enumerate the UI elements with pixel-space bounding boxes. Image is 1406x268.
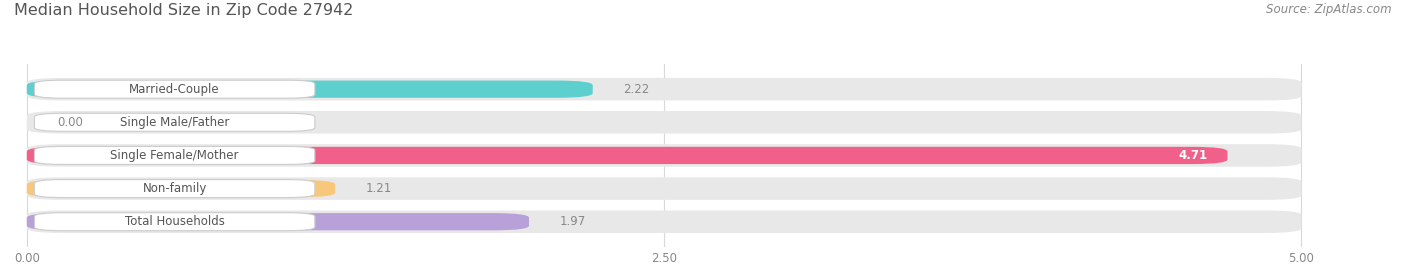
Text: 0.00: 0.00 <box>58 116 83 129</box>
Text: Single Male/Father: Single Male/Father <box>120 116 229 129</box>
FancyBboxPatch shape <box>35 113 315 131</box>
FancyBboxPatch shape <box>35 146 315 165</box>
FancyBboxPatch shape <box>27 180 335 197</box>
Text: 2.22: 2.22 <box>623 83 650 96</box>
FancyBboxPatch shape <box>27 81 593 98</box>
FancyBboxPatch shape <box>27 147 1227 164</box>
FancyBboxPatch shape <box>27 111 1302 133</box>
FancyBboxPatch shape <box>35 80 315 98</box>
Text: Single Female/Mother: Single Female/Mother <box>111 149 239 162</box>
FancyBboxPatch shape <box>27 78 1302 100</box>
FancyBboxPatch shape <box>27 213 529 230</box>
Text: Total Households: Total Households <box>125 215 225 228</box>
FancyBboxPatch shape <box>35 180 315 198</box>
FancyBboxPatch shape <box>27 144 1302 167</box>
Text: Non-family: Non-family <box>142 182 207 195</box>
Text: 1.21: 1.21 <box>366 182 392 195</box>
Text: Source: ZipAtlas.com: Source: ZipAtlas.com <box>1267 3 1392 16</box>
Text: Married-Couple: Married-Couple <box>129 83 219 96</box>
FancyBboxPatch shape <box>27 177 1302 200</box>
Text: Median Household Size in Zip Code 27942: Median Household Size in Zip Code 27942 <box>14 3 353 18</box>
FancyBboxPatch shape <box>35 213 315 231</box>
FancyBboxPatch shape <box>27 210 1302 233</box>
Text: 4.71: 4.71 <box>1178 149 1208 162</box>
Text: 1.97: 1.97 <box>560 215 586 228</box>
